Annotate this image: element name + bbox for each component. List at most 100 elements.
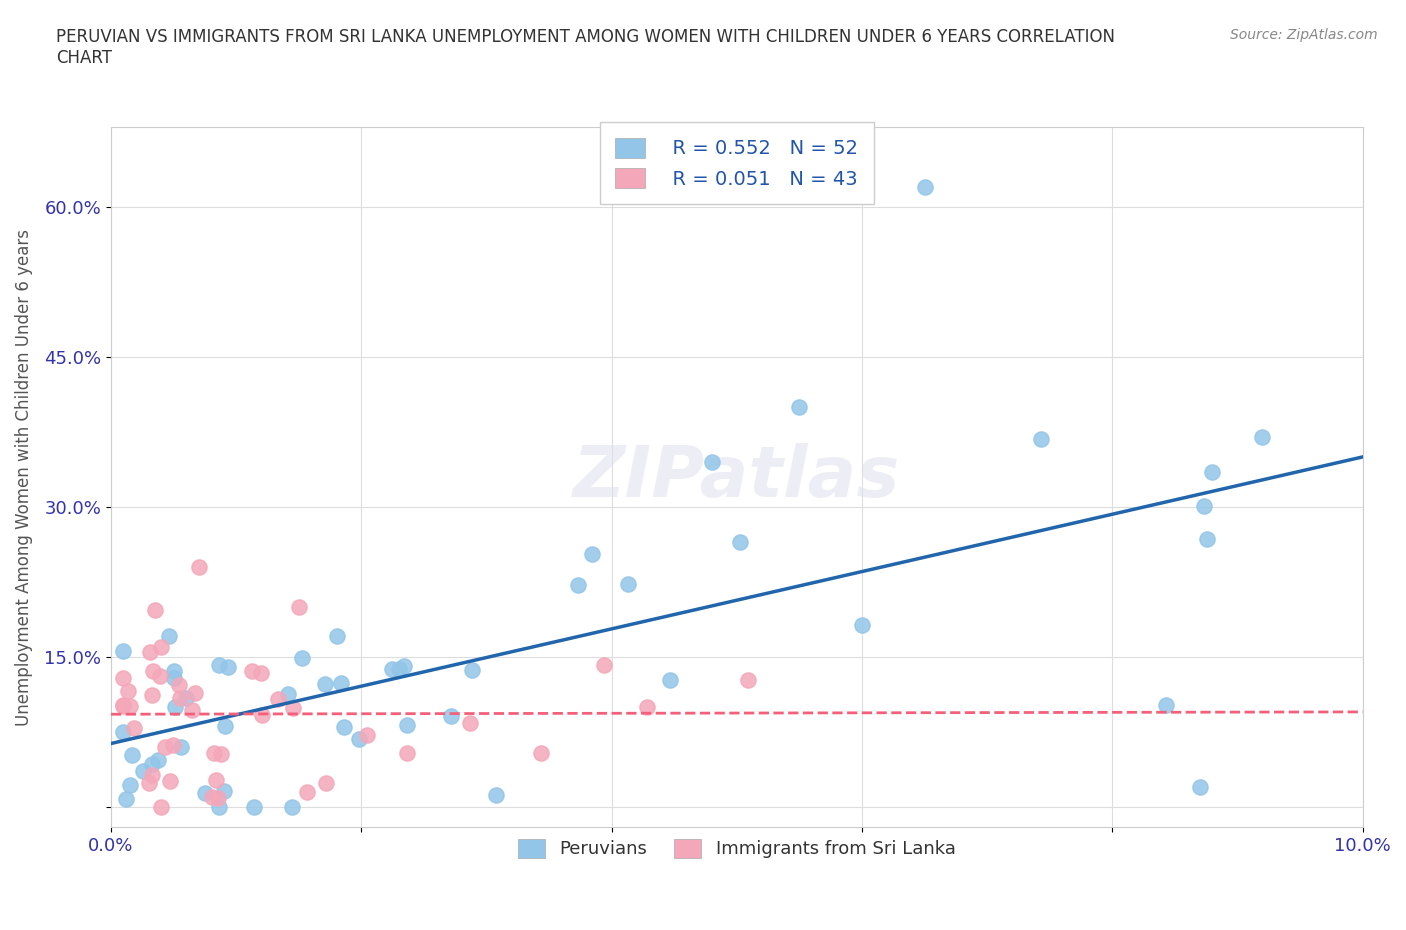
Point — [146, 752, 169, 767]
Point — [240, 664, 263, 679]
Point — [700, 455, 723, 470]
Point — [120, 698, 142, 713]
Point — [347, 732, 370, 747]
Point — [730, 535, 752, 550]
Point — [1188, 780, 1211, 795]
Point — [163, 671, 186, 685]
Point — [1197, 531, 1219, 546]
Point — [159, 774, 181, 789]
Point — [396, 717, 419, 732]
Point — [1192, 498, 1215, 513]
Point — [169, 739, 191, 754]
Point — [460, 663, 482, 678]
Text: Source: ZipAtlas.com: Source: ZipAtlas.com — [1230, 28, 1378, 42]
Point — [914, 179, 936, 194]
Point — [159, 629, 181, 644]
Point — [1154, 698, 1177, 712]
Point — [659, 672, 682, 687]
Point — [209, 747, 232, 762]
Point — [181, 702, 204, 717]
Point — [208, 658, 231, 672]
Legend: Peruvians, Immigrants from Sri Lanka: Peruvians, Immigrants from Sri Lanka — [509, 830, 965, 868]
Point — [205, 773, 228, 788]
Point — [121, 748, 143, 763]
Point — [277, 687, 299, 702]
Point — [118, 778, 141, 793]
Point — [143, 603, 166, 618]
Point — [737, 672, 759, 687]
Point — [201, 790, 224, 804]
Point — [617, 577, 640, 591]
Point — [636, 699, 658, 714]
Point — [163, 699, 186, 714]
Point — [290, 650, 312, 665]
Point — [112, 698, 135, 712]
Point — [593, 658, 616, 672]
Point — [202, 745, 225, 760]
Point — [150, 640, 173, 655]
Point — [132, 764, 155, 778]
Point — [139, 644, 162, 659]
Point — [287, 600, 309, 615]
Point — [124, 721, 146, 736]
Point — [169, 691, 191, 706]
Point — [1201, 465, 1223, 480]
Point — [295, 785, 318, 800]
Point — [567, 578, 589, 592]
Point — [115, 791, 138, 806]
Point — [326, 629, 349, 644]
Point — [392, 659, 415, 674]
Point — [149, 669, 172, 684]
Point — [458, 716, 481, 731]
Point — [381, 661, 404, 676]
Point — [138, 776, 160, 790]
Point — [214, 718, 236, 733]
Point — [250, 708, 273, 723]
Point — [112, 698, 135, 713]
Point — [581, 547, 603, 562]
Point — [332, 720, 354, 735]
Point — [283, 700, 305, 715]
Point — [150, 800, 173, 815]
Point — [162, 737, 184, 752]
Point — [217, 659, 239, 674]
Point — [153, 739, 176, 754]
Point — [281, 800, 304, 815]
Point — [267, 692, 290, 707]
Point — [214, 783, 236, 798]
Point — [250, 665, 273, 680]
Point — [187, 560, 209, 575]
Point — [530, 746, 553, 761]
Point — [789, 400, 811, 415]
Point — [207, 790, 229, 805]
Point — [112, 644, 135, 658]
Point — [1031, 432, 1053, 446]
Point — [167, 677, 190, 692]
Point — [315, 776, 337, 790]
Point — [356, 727, 378, 742]
Point — [396, 746, 419, 761]
Point — [329, 675, 352, 690]
Y-axis label: Unemployment Among Women with Children Under 6 years: Unemployment Among Women with Children U… — [15, 229, 32, 725]
Point — [163, 664, 186, 679]
Point — [183, 685, 205, 700]
Point — [440, 709, 463, 724]
Point — [142, 663, 165, 678]
Point — [174, 690, 197, 705]
Point — [194, 786, 217, 801]
Point — [141, 756, 163, 771]
Point — [387, 661, 409, 676]
Point — [485, 787, 508, 802]
Point — [851, 618, 873, 632]
Text: ZIPatlas: ZIPatlas — [574, 443, 900, 512]
Point — [242, 800, 264, 815]
Point — [208, 800, 231, 815]
Point — [141, 687, 163, 702]
Point — [1251, 430, 1274, 445]
Text: PERUVIAN VS IMMIGRANTS FROM SRI LANKA UNEMPLOYMENT AMONG WOMEN WITH CHILDREN UND: PERUVIAN VS IMMIGRANTS FROM SRI LANKA UN… — [56, 28, 1115, 67]
Point — [117, 684, 139, 698]
Point — [112, 724, 135, 739]
Point — [314, 677, 336, 692]
Point — [112, 671, 135, 685]
Point — [141, 767, 163, 782]
